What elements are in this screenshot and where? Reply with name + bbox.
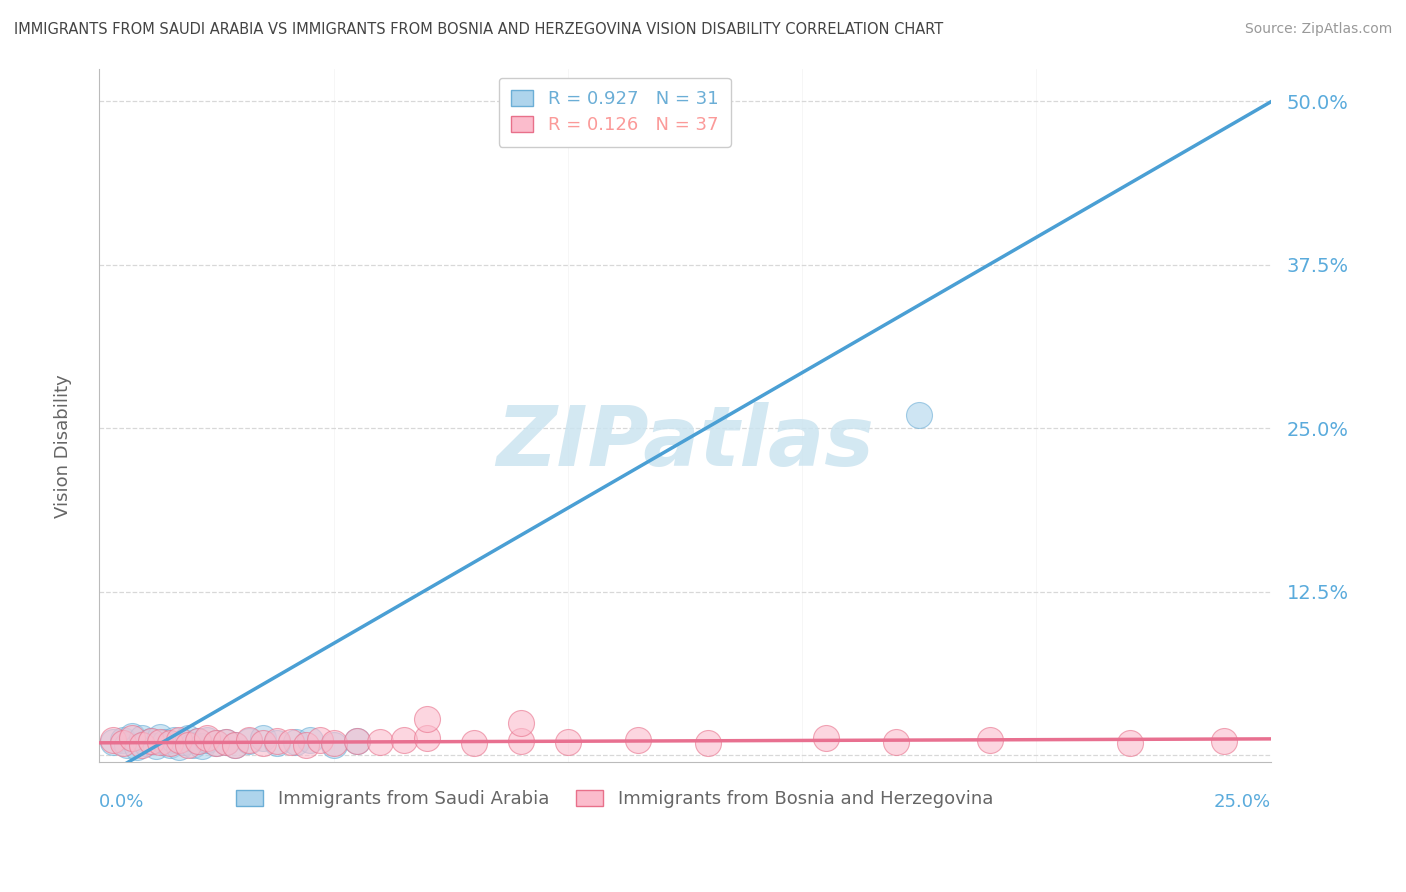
Point bbox=[149, 730, 172, 744]
Point bbox=[697, 736, 720, 750]
Point bbox=[167, 732, 190, 747]
Point bbox=[177, 738, 200, 752]
Point bbox=[266, 736, 288, 750]
Point bbox=[139, 734, 162, 748]
Point bbox=[121, 731, 143, 746]
Point bbox=[205, 736, 228, 750]
Point bbox=[510, 734, 533, 748]
Point bbox=[205, 736, 228, 750]
Point bbox=[173, 735, 195, 749]
Point bbox=[557, 735, 579, 749]
Point bbox=[1119, 736, 1142, 750]
Point bbox=[145, 739, 167, 753]
Point bbox=[627, 732, 650, 747]
Point bbox=[163, 732, 186, 747]
Point bbox=[299, 732, 322, 747]
Point bbox=[884, 735, 907, 749]
Point bbox=[111, 736, 134, 750]
Point bbox=[238, 732, 260, 747]
Point bbox=[979, 732, 1001, 747]
Point bbox=[814, 731, 837, 746]
Point bbox=[322, 736, 344, 750]
Point bbox=[322, 738, 344, 752]
Point bbox=[238, 734, 260, 748]
Point bbox=[177, 731, 200, 746]
Point bbox=[416, 712, 439, 726]
Point bbox=[510, 715, 533, 730]
Point bbox=[224, 738, 246, 752]
Point bbox=[159, 738, 181, 752]
Point bbox=[463, 736, 485, 750]
Point bbox=[191, 739, 214, 753]
Text: Vision Disability: Vision Disability bbox=[55, 374, 72, 518]
Text: 25.0%: 25.0% bbox=[1213, 793, 1271, 811]
Point bbox=[139, 734, 162, 748]
Point bbox=[195, 731, 218, 746]
Point bbox=[392, 732, 415, 747]
Point bbox=[416, 731, 439, 746]
Point bbox=[121, 729, 143, 743]
Point bbox=[187, 734, 209, 748]
Point bbox=[346, 734, 368, 748]
Point bbox=[131, 738, 153, 752]
Point bbox=[308, 732, 330, 747]
Point bbox=[181, 738, 204, 752]
Point bbox=[215, 735, 238, 749]
Point bbox=[195, 732, 218, 747]
Point bbox=[111, 732, 134, 747]
Point bbox=[252, 731, 274, 746]
Text: IMMIGRANTS FROM SAUDI ARABIA VS IMMIGRANTS FROM BOSNIA AND HERZEGOVINA VISION DI: IMMIGRANTS FROM SAUDI ARABIA VS IMMIGRAN… bbox=[14, 22, 943, 37]
Point bbox=[103, 732, 125, 747]
Point bbox=[294, 738, 316, 752]
Point bbox=[159, 736, 181, 750]
Point bbox=[153, 735, 176, 749]
Point bbox=[252, 736, 274, 750]
Text: 0.0%: 0.0% bbox=[100, 793, 145, 811]
Text: Source: ZipAtlas.com: Source: ZipAtlas.com bbox=[1244, 22, 1392, 37]
Point bbox=[103, 735, 125, 749]
Text: ZIPatlas: ZIPatlas bbox=[496, 402, 875, 483]
Point bbox=[131, 731, 153, 746]
Point bbox=[1212, 734, 1234, 748]
Point bbox=[149, 735, 172, 749]
Point bbox=[215, 735, 238, 749]
Point bbox=[285, 735, 308, 749]
Point bbox=[266, 734, 288, 748]
Point bbox=[908, 408, 931, 422]
Point bbox=[346, 734, 368, 748]
Point bbox=[125, 740, 148, 755]
Point bbox=[167, 740, 190, 755]
Point bbox=[370, 735, 392, 749]
Legend: Immigrants from Saudi Arabia, Immigrants from Bosnia and Herzegovina: Immigrants from Saudi Arabia, Immigrants… bbox=[229, 782, 1001, 815]
Point bbox=[224, 738, 246, 752]
Point bbox=[135, 736, 157, 750]
Point bbox=[117, 738, 139, 752]
Point bbox=[280, 735, 302, 749]
Point bbox=[187, 734, 209, 748]
